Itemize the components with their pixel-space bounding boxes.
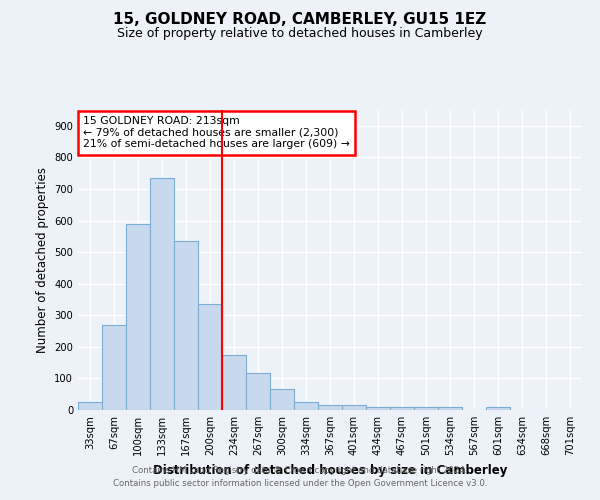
Y-axis label: Number of detached properties: Number of detached properties bbox=[36, 167, 49, 353]
Bar bbox=[318, 406, 342, 410]
Bar bbox=[174, 241, 198, 410]
Bar bbox=[246, 372, 270, 410]
Bar bbox=[198, 304, 222, 410]
Bar bbox=[414, 408, 438, 410]
Bar bbox=[366, 407, 390, 410]
Text: 15 GOLDNEY ROAD: 213sqm
← 79% of detached houses are smaller (2,300)
21% of semi: 15 GOLDNEY ROAD: 213sqm ← 79% of detache… bbox=[83, 116, 350, 149]
Text: 15, GOLDNEY ROAD, CAMBERLEY, GU15 1EZ: 15, GOLDNEY ROAD, CAMBERLEY, GU15 1EZ bbox=[113, 12, 487, 28]
Bar bbox=[102, 324, 126, 410]
Bar bbox=[294, 402, 318, 410]
X-axis label: Distribution of detached houses by size in Camberley: Distribution of detached houses by size … bbox=[153, 464, 507, 476]
Bar bbox=[342, 404, 366, 410]
Bar bbox=[486, 408, 510, 410]
Bar bbox=[78, 402, 102, 410]
Bar bbox=[270, 390, 294, 410]
Bar bbox=[222, 354, 246, 410]
Bar bbox=[390, 408, 414, 410]
Bar bbox=[126, 224, 150, 410]
Text: Contains HM Land Registry data © Crown copyright and database right 2024.
Contai: Contains HM Land Registry data © Crown c… bbox=[113, 466, 487, 487]
Bar bbox=[150, 178, 174, 410]
Text: Size of property relative to detached houses in Camberley: Size of property relative to detached ho… bbox=[117, 28, 483, 40]
Bar bbox=[438, 408, 462, 410]
